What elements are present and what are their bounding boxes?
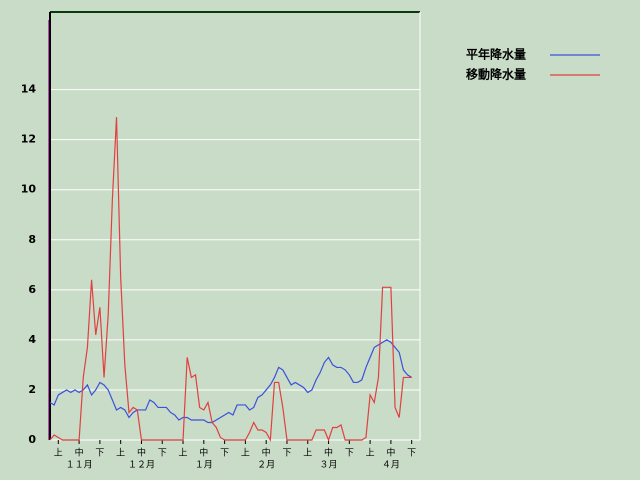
x-tick-label: 下 [345,449,354,459]
y-tick-label: 2 [28,383,36,396]
month-label: １１月 [66,460,93,471]
y-tick-label: 0 [28,433,36,446]
x-tick-label: 下 [95,449,104,459]
x-tick-label: 中 [262,447,271,459]
legend-label: 平年降水量 [466,47,526,62]
x-tick-label: 中 [199,447,208,459]
x-tick-label: 下 [282,449,291,459]
x-tick-label: 中 [137,447,146,459]
y-tick-label: 4 [28,333,36,346]
y-tick-label: 8 [28,233,36,246]
month-label: １月 [195,460,213,471]
x-tick-label: 下 [158,449,167,459]
x-tick-label: 上 [116,448,125,459]
y-tick-label: 14 [21,83,37,96]
month-label: ４月 [382,460,400,471]
legend-label: 移動降水量 [466,67,526,82]
month-label: １２月 [128,460,155,471]
x-tick-label: 上 [241,448,250,459]
x-tick-label: 下 [407,449,416,459]
series-line [49,117,412,443]
month-label: ３月 [320,460,338,471]
x-tick-label: 上 [303,448,312,459]
y-tick-label: 10 [21,183,37,196]
y-tick-label: 6 [28,283,36,296]
month-label: ２月 [257,460,275,471]
x-tick-label: 中 [386,447,395,459]
x-tick-label: 上 [366,448,375,459]
y-tick-label: 12 [21,133,36,146]
series-line [49,339,412,424]
x-tick-label: 上 [54,448,63,459]
x-tick-label: 中 [324,447,333,459]
x-tick-label: 下 [220,449,229,459]
x-tick-label: 中 [75,447,84,459]
x-tick-label: 上 [179,448,188,459]
